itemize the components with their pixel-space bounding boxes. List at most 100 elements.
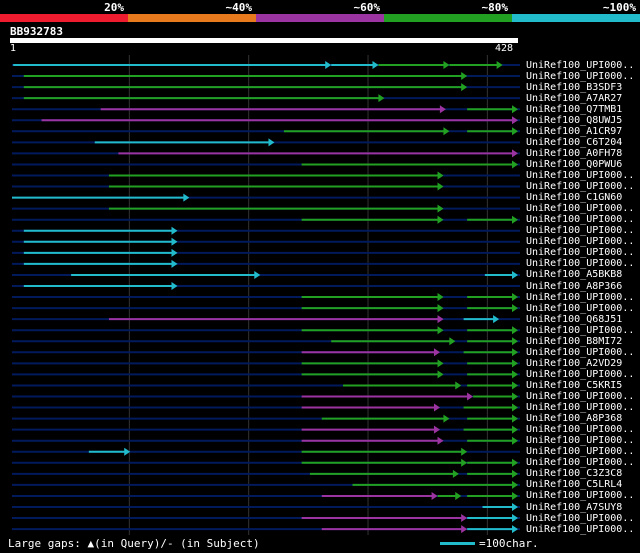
hit-segment-arrow — [433, 348, 440, 357]
hit-segment-arrow — [461, 525, 468, 534]
legend-label-3: ~60% — [354, 1, 381, 14]
hit-label[interactable]: UniRef100_A8P366 — [526, 280, 623, 292]
hit-label[interactable]: UniRef100_A7AR27 — [526, 92, 623, 104]
legend-swatch-3 — [256, 14, 385, 22]
hit-segment-arrow — [512, 359, 518, 368]
hit-segment-arrow — [512, 458, 518, 467]
hit-label[interactable]: UniRef100_UPI000.. — [526, 368, 635, 380]
hit-label[interactable]: UniRef100_UPI000.. — [526, 402, 635, 414]
hit-segment-arrow — [512, 348, 518, 357]
legend-swatch-2 — [128, 14, 257, 22]
hit-label[interactable]: UniRef100_C6T204 — [526, 136, 623, 148]
legend-swatch-4 — [384, 14, 513, 22]
hit-label[interactable]: UniRef100_UPI000.. — [526, 247, 635, 259]
legend-label-5: ~100% — [603, 1, 636, 14]
hit-label[interactable]: UniRef100_UPI000.. — [526, 424, 635, 436]
hit-label[interactable]: UniRef100_UPI000.. — [526, 302, 635, 314]
legend-swatch-5 — [512, 14, 640, 22]
hit-label[interactable]: UniRef100_A8P368 — [526, 413, 623, 425]
hit-label[interactable]: UniRef100_UPI000.. — [526, 258, 635, 270]
hit-label[interactable]: UniRef100_B3SDF3 — [526, 81, 623, 93]
hit-segment-arrow — [467, 392, 474, 401]
hit-segment-arrow — [268, 138, 275, 147]
hit-label[interactable]: UniRef100_UPI000.. — [526, 236, 635, 248]
hit-label[interactable]: UniRef100_UPI000.. — [526, 324, 635, 336]
hit-segment-arrow — [437, 326, 444, 335]
hit-label[interactable]: UniRef100_UPI000.. — [526, 214, 635, 226]
hit-segment-arrow — [512, 160, 518, 169]
hit-segment-arrow — [461, 72, 468, 81]
hit-segment-arrow — [493, 315, 500, 324]
query-ruler — [10, 38, 518, 43]
hit-label[interactable]: UniRef100_A2VD29 — [526, 357, 623, 369]
hit-label[interactable]: UniRef100_Q0PWU6 — [526, 158, 623, 170]
hit-label[interactable]: UniRef100_UPI000.. — [526, 70, 635, 82]
hit-segment-arrow — [512, 414, 518, 423]
hit-label[interactable]: UniRef100_C5LRL4 — [526, 479, 623, 491]
hit-label[interactable]: UniRef100_UPI000.. — [526, 435, 635, 447]
hit-label[interactable]: UniRef100_A5BKB8 — [526, 269, 623, 281]
hit-label[interactable]: UniRef100_C3Z3C8 — [526, 468, 623, 480]
hit-label[interactable]: UniRef100_Q68J51 — [526, 313, 623, 325]
hit-segment-arrow — [171, 282, 178, 290]
hit-label[interactable]: UniRef100_C5KRI5 — [526, 379, 623, 391]
hit-label[interactable]: UniRef100_UPI000.. — [526, 181, 635, 193]
hit-segment-arrow — [512, 480, 518, 489]
hit-segment-arrow — [437, 315, 444, 324]
scale-note: =100char. — [479, 537, 539, 550]
hit-segment-arrow — [512, 514, 518, 523]
hit-segment-arrow — [512, 304, 518, 313]
hit-segment-arrow — [449, 337, 456, 346]
hit-label[interactable]: UniRef100_UPI000.. — [526, 457, 635, 469]
hit-segment-arrow — [437, 304, 444, 313]
hit-segment-arrow — [443, 127, 450, 136]
hit-segment-arrow — [496, 61, 503, 69]
hit-label[interactable]: UniRef100_Q8UWJ5 — [526, 114, 623, 126]
hit-segment-arrow — [431, 491, 438, 500]
hit-label[interactable]: UniRef100_Q7TMB1 — [526, 103, 623, 115]
hit-segment-arrow — [437, 182, 444, 191]
hit-segment-arrow — [512, 436, 518, 445]
hit-label[interactable]: UniRef100_UPI000.. — [526, 523, 635, 535]
hit-segment-arrow — [512, 381, 518, 390]
hit-label[interactable]: UniRef100_C1GN60 — [526, 192, 623, 204]
hit-label[interactable]: UniRef100_UPI000.. — [526, 59, 635, 71]
hit-segment-arrow — [512, 215, 518, 224]
hit-segment-arrow — [512, 392, 518, 401]
hit-label[interactable]: UniRef100_A0FH78 — [526, 147, 623, 159]
hit-segment-arrow — [171, 226, 178, 235]
hit-segment-arrow — [437, 436, 444, 445]
hit-segment-arrow — [183, 193, 190, 202]
hit-label[interactable]: UniRef100_B8MI72 — [526, 335, 623, 347]
hit-label[interactable]: UniRef100_UPI000.. — [526, 170, 635, 181]
hit-label[interactable]: UniRef100_UPI000.. — [526, 446, 635, 458]
hit-segment-arrow — [455, 491, 462, 500]
hit-segment-arrow — [512, 337, 518, 346]
hit-label[interactable]: UniRef100_UPI000.. — [526, 346, 635, 358]
hit-segment-arrow — [437, 204, 444, 213]
hit-label[interactable]: UniRef100_UPI000.. — [526, 512, 635, 524]
hit-label[interactable]: UniRef100_A1CR97 — [526, 125, 623, 137]
hit-segment-arrow — [433, 403, 440, 412]
hit-segment-arrow — [437, 215, 444, 224]
hit-segment-arrow — [512, 403, 518, 412]
hit-segment-arrow — [512, 105, 518, 114]
hit-segment-arrow — [437, 171, 444, 180]
hit-label[interactable]: UniRef100_A7SUY8 — [526, 501, 623, 513]
hit-label[interactable]: UniRef100_UPI000.. — [526, 203, 635, 215]
legend-label-1: 20% — [104, 1, 124, 14]
hit-segment-arrow — [461, 458, 468, 467]
hit-label[interactable]: UniRef100_UPI000.. — [526, 490, 635, 502]
hit-segment-arrow — [171, 259, 178, 268]
hit-segment-arrow — [512, 503, 518, 511]
hit-label[interactable]: UniRef100_UPI000.. — [526, 225, 635, 237]
hit-segment-arrow — [512, 116, 518, 125]
hit-segment-arrow — [512, 469, 518, 478]
hit-segment-arrow — [512, 370, 518, 379]
legend-label-4: ~80% — [482, 1, 509, 14]
hit-segment-arrow — [443, 414, 450, 423]
hit-label[interactable]: UniRef100_UPI000.. — [526, 291, 635, 303]
hit-segment-arrow — [512, 425, 518, 434]
legend-swatch-1 — [0, 14, 129, 22]
hit-label[interactable]: UniRef100_UPI000.. — [526, 391, 635, 402]
